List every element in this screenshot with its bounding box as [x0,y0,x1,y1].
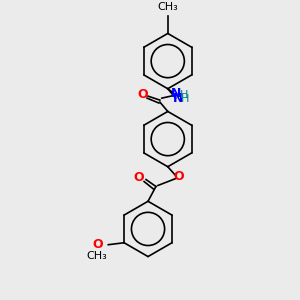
Text: CH₃: CH₃ [86,250,107,261]
Text: CH₃: CH₃ [158,2,178,12]
Text: O: O [173,170,184,183]
Text: O: O [134,171,145,184]
Text: N: N [170,87,181,100]
Text: N: N [172,92,183,105]
Text: O: O [138,88,148,101]
Text: H: H [182,94,190,104]
Text: O: O [93,238,104,251]
Text: H: H [180,90,189,100]
